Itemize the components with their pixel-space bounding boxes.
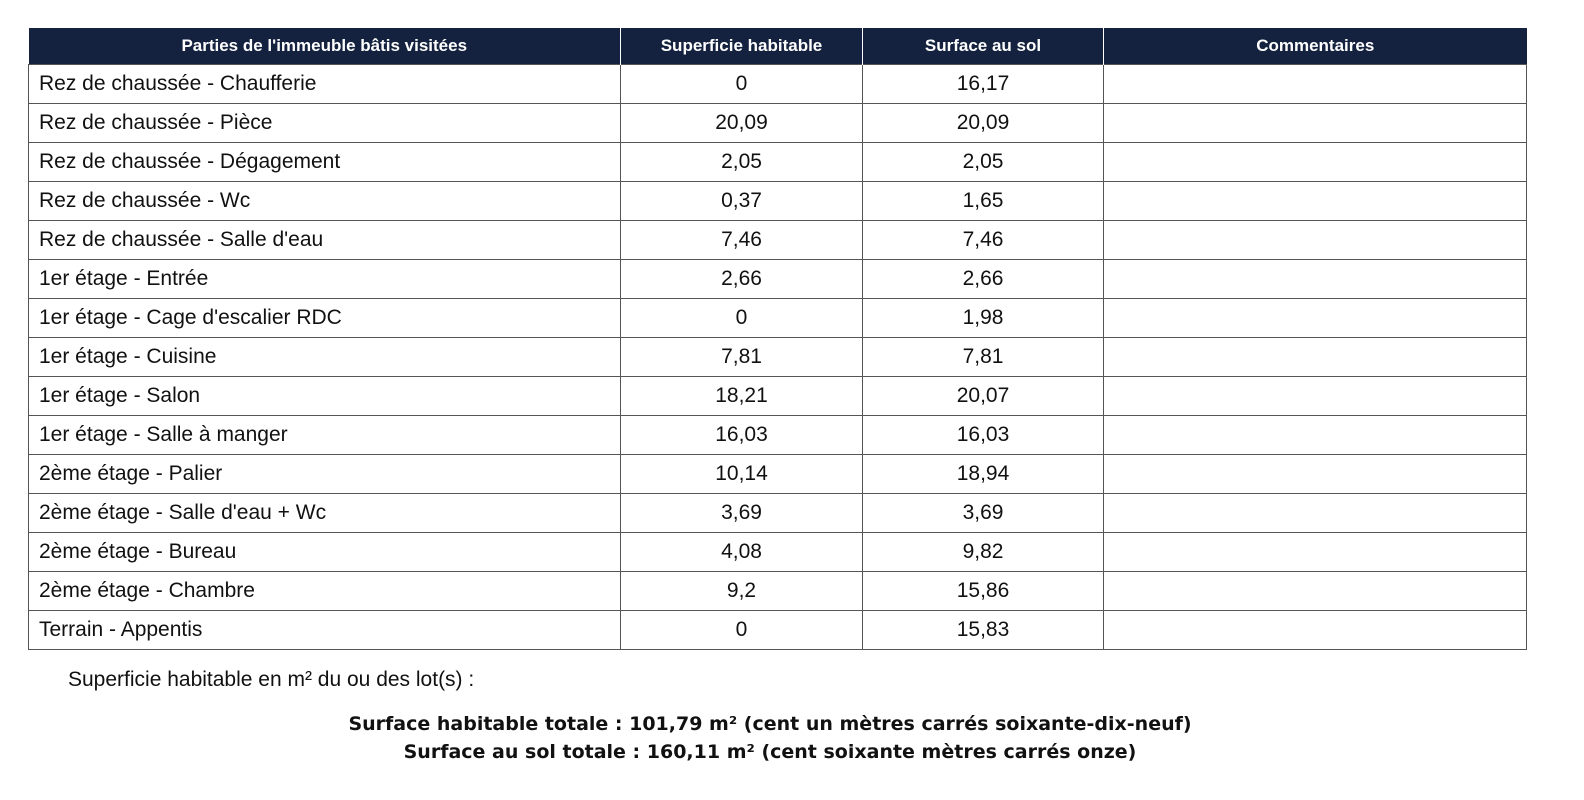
- cell-surface-au-sol: 3,69: [862, 493, 1104, 533]
- cell-surface-au-sol: 18,94: [862, 454, 1104, 494]
- cell-surface-au-sol: 2,05: [862, 142, 1104, 182]
- cell-partie: Rez de chaussée - Salle d'eau: [28, 220, 621, 260]
- table-row: Rez de chaussée - Wc 0,37 1,65: [28, 181, 1527, 221]
- cell-commentaire: [1103, 142, 1527, 182]
- header-superficie-habitable: Superficie habitable: [620, 28, 863, 65]
- cell-surface-au-sol: 16,17: [862, 64, 1104, 104]
- header-parties: Parties de l'immeuble bâtis visitées: [28, 28, 621, 65]
- cell-partie: 2ème étage - Salle d'eau + Wc: [28, 493, 621, 533]
- cell-commentaire: [1103, 220, 1527, 260]
- cell-superficie-habitable: 3,69: [620, 493, 863, 533]
- cell-partie: Rez de chaussée - Chaufferie: [28, 64, 621, 104]
- cell-superficie-habitable: 9,2: [620, 571, 863, 611]
- cell-superficie-habitable: 16,03: [620, 415, 863, 455]
- table-header-row: Parties de l'immeuble bâtis visitées Sup…: [28, 28, 1527, 65]
- cell-partie: Rez de chaussée - Pièce: [28, 103, 621, 143]
- table-row: 1er étage - Cuisine 7,81 7,81: [28, 337, 1527, 377]
- header-commentaires: Commentaires: [1103, 28, 1527, 65]
- total-habitable: Surface habitable totale : 101,79 m² (ce…: [348, 713, 1192, 735]
- cell-superficie-habitable: 20,09: [620, 103, 863, 143]
- cell-commentaire: [1103, 415, 1527, 455]
- surface-table: Parties de l'immeuble bâtis visitées Sup…: [28, 28, 1527, 650]
- header-surface-au-sol: Surface au sol: [862, 28, 1104, 65]
- table-row: 1er étage - Salon 18,21 20,07: [28, 376, 1527, 416]
- cell-partie: 1er étage - Entrée: [28, 259, 621, 299]
- cell-partie: 2ème étage - Chambre: [28, 571, 621, 611]
- cell-partie: 2ème étage - Bureau: [28, 532, 621, 572]
- cell-superficie-habitable: 18,21: [620, 376, 863, 416]
- cell-surface-au-sol: 1,98: [862, 298, 1104, 338]
- table-row: 1er étage - Cage d'escalier RDC 0 1,98: [28, 298, 1527, 338]
- cell-surface-au-sol: 20,09: [862, 103, 1104, 143]
- cell-superficie-habitable: 0,37: [620, 181, 863, 221]
- cell-partie: 1er étage - Cage d'escalier RDC: [28, 298, 621, 338]
- cell-surface-au-sol: 16,03: [862, 415, 1104, 455]
- cell-superficie-habitable: 7,81: [620, 337, 863, 377]
- cell-partie: 1er étage - Cuisine: [28, 337, 621, 377]
- cell-commentaire: [1103, 376, 1527, 416]
- cell-commentaire: [1103, 103, 1527, 143]
- cell-surface-au-sol: 9,82: [862, 532, 1104, 572]
- cell-commentaire: [1103, 337, 1527, 377]
- cell-superficie-habitable: 0: [620, 64, 863, 104]
- cell-surface-au-sol: 7,81: [862, 337, 1104, 377]
- cell-commentaire: [1103, 298, 1527, 338]
- cell-partie: 1er étage - Salle à manger: [28, 415, 621, 455]
- cell-partie: 1er étage - Salon: [28, 376, 621, 416]
- table-row: Terrain - Appentis 0 15,83: [28, 610, 1527, 650]
- cell-commentaire: [1103, 181, 1527, 221]
- cell-commentaire: [1103, 493, 1527, 533]
- cell-commentaire: [1103, 571, 1527, 611]
- table-row: 1er étage - Salle à manger 16,03 16,03: [28, 415, 1527, 455]
- cell-surface-au-sol: 15,86: [862, 571, 1104, 611]
- cell-commentaire: [1103, 610, 1527, 650]
- cell-commentaire: [1103, 454, 1527, 494]
- cell-commentaire: [1103, 532, 1527, 572]
- table-row: Rez de chaussée - Salle d'eau 7,46 7,46: [28, 220, 1527, 260]
- superficie-note: Superficie habitable en m² du ou des lot…: [68, 668, 475, 691]
- cell-superficie-habitable: 2,66: [620, 259, 863, 299]
- cell-partie: 2ème étage - Palier: [28, 454, 621, 494]
- cell-superficie-habitable: 0: [620, 298, 863, 338]
- table-row: 2ème étage - Palier 10,14 18,94: [28, 454, 1527, 494]
- total-sol: Surface au sol totale : 160,11 m² (cent …: [403, 741, 1137, 763]
- cell-partie: Rez de chaussée - Wc: [28, 181, 621, 221]
- cell-superficie-habitable: 2,05: [620, 142, 863, 182]
- cell-superficie-habitable: 0: [620, 610, 863, 650]
- cell-surface-au-sol: 2,66: [862, 259, 1104, 299]
- cell-surface-au-sol: 15,83: [862, 610, 1104, 650]
- cell-partie: Terrain - Appentis: [28, 610, 621, 650]
- table-row: 1er étage - Entrée 2,66 2,66: [28, 259, 1527, 299]
- cell-superficie-habitable: 7,46: [620, 220, 863, 260]
- table-row: 2ème étage - Bureau 4,08 9,82: [28, 532, 1527, 572]
- cell-partie: Rez de chaussée - Dégagement: [28, 142, 621, 182]
- table-row: Rez de chaussée - Chaufferie 0 16,17: [28, 64, 1527, 104]
- cell-superficie-habitable: 4,08: [620, 532, 863, 572]
- cell-surface-au-sol: 7,46: [862, 220, 1104, 260]
- table-row: 2ème étage - Chambre 9,2 15,86: [28, 571, 1527, 611]
- table-row: 2ème étage - Salle d'eau + Wc 3,69 3,69: [28, 493, 1527, 533]
- table-row: Rez de chaussée - Pièce 20,09 20,09: [28, 103, 1527, 143]
- table-row: Rez de chaussée - Dégagement 2,05 2,05: [28, 142, 1527, 182]
- cell-surface-au-sol: 1,65: [862, 181, 1104, 221]
- cell-commentaire: [1103, 64, 1527, 104]
- cell-surface-au-sol: 20,07: [862, 376, 1104, 416]
- cell-commentaire: [1103, 259, 1527, 299]
- cell-superficie-habitable: 10,14: [620, 454, 863, 494]
